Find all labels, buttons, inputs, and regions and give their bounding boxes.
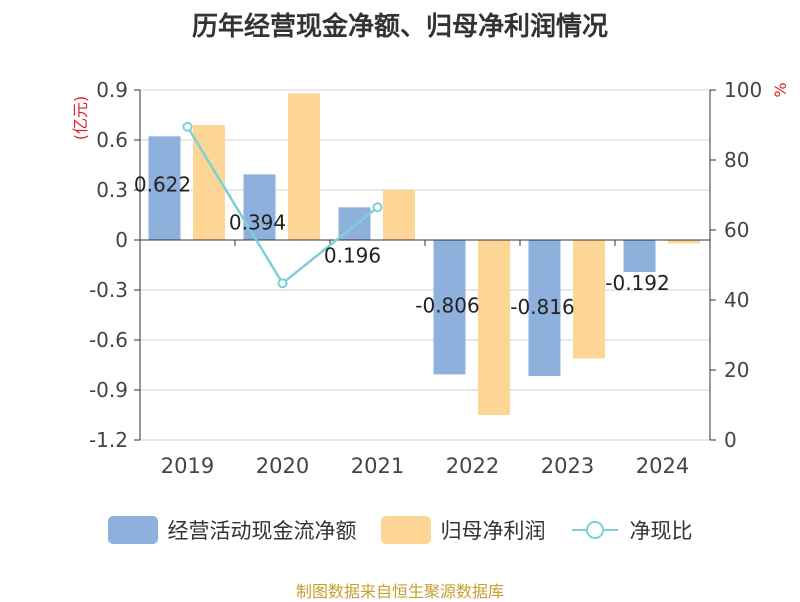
right-axis-tick-label: 40 (724, 288, 749, 312)
right-axis-tick-label: 80 (724, 148, 749, 172)
legend-label-net-profit: 归母净利润 (440, 519, 546, 543)
bar-net-profit (573, 240, 605, 359)
data-label-cash-flow: -0.806 (415, 293, 479, 317)
ratio-point (182, 121, 193, 132)
legend-item-net-profit[interactable]: 归母净利润 (380, 515, 546, 545)
left-axis-tick-label: -0.6 (89, 328, 128, 352)
right-axis-tick-label: 0 (724, 428, 737, 452)
ratio-point (372, 202, 383, 213)
left-axis-tick-label: 0.9 (96, 78, 128, 102)
category-label: 2021 (351, 454, 404, 478)
legend-swatch-net-profit (380, 516, 431, 544)
left-axis-tick-label: -0.3 (89, 278, 128, 302)
ratio-line (182, 121, 383, 289)
right-axis-tick-label: 100 (724, 78, 762, 102)
left-axis-tick-label: 0.6 (96, 128, 128, 152)
legend-swatch-cash-flow (107, 516, 158, 544)
category-label: 2023 (541, 454, 594, 478)
bar-net-profit (288, 93, 320, 240)
left-axis-unit: (亿元) (71, 96, 90, 141)
bar-cash-flow (623, 240, 656, 272)
data-label-cash-flow: 0.196 (324, 243, 381, 267)
data-label-cash-flow: 0.622 (134, 172, 191, 196)
category-label: 2019 (161, 454, 214, 478)
legend-item-ratio[interactable]: 净现比 (570, 515, 693, 545)
category-label: 2024 (636, 454, 689, 478)
legend-label-ratio: 净现比 (629, 519, 693, 543)
bar-cash-flow (528, 240, 561, 376)
right-axis-tick-label: 20 (724, 358, 749, 382)
category-label: 2022 (446, 454, 499, 478)
legend-swatch-ratio (571, 521, 618, 539)
data-labels: 0.622 0.394 0.196 -0.806 -0.816 -0.192 (134, 172, 670, 319)
bars (148, 93, 700, 415)
grid-lines (140, 89, 710, 441)
right-axis-tick-label: 60 (724, 218, 749, 242)
axes: 0.9 0.6 0.3 0 -0.3 -0.6 -0.9 -1.2 100 80 60 40 20 0 (亿… (71, 78, 790, 478)
legend: 经营活动现金流净额 归母净利润 净现比 (0, 515, 800, 545)
chart-title: 历年经营现金净额、归母净利润情况 (191, 12, 608, 42)
data-label-cash-flow: -0.816 (510, 295, 574, 319)
bar-cash-flow (148, 136, 181, 240)
left-axis-tick-label: -0.9 (89, 378, 128, 402)
left-axis-tick-label: -1.2 (89, 428, 128, 452)
data-label-cash-flow: -0.192 (605, 271, 669, 295)
right-axis-unit: % (771, 82, 790, 97)
legend-item-cash-flow[interactable]: 经营活动现金流净额 (107, 515, 357, 545)
bar-cash-flow (433, 240, 466, 375)
data-label-cash-flow: 0.394 (229, 210, 286, 234)
category-label: 2020 (256, 454, 309, 478)
left-axis-tick-label: 0.3 (96, 178, 128, 202)
left-axis-tick-label: 0 (115, 228, 128, 252)
ratio-point (277, 278, 288, 289)
bar-net-profit (383, 190, 415, 240)
legend-label-cash-flow: 经营活动现金流净额 (167, 519, 357, 543)
source-note: 制图数据来自恒生聚源数据库 (295, 582, 504, 601)
bar-net-profit (668, 240, 700, 244)
bar-net-profit (478, 240, 510, 415)
